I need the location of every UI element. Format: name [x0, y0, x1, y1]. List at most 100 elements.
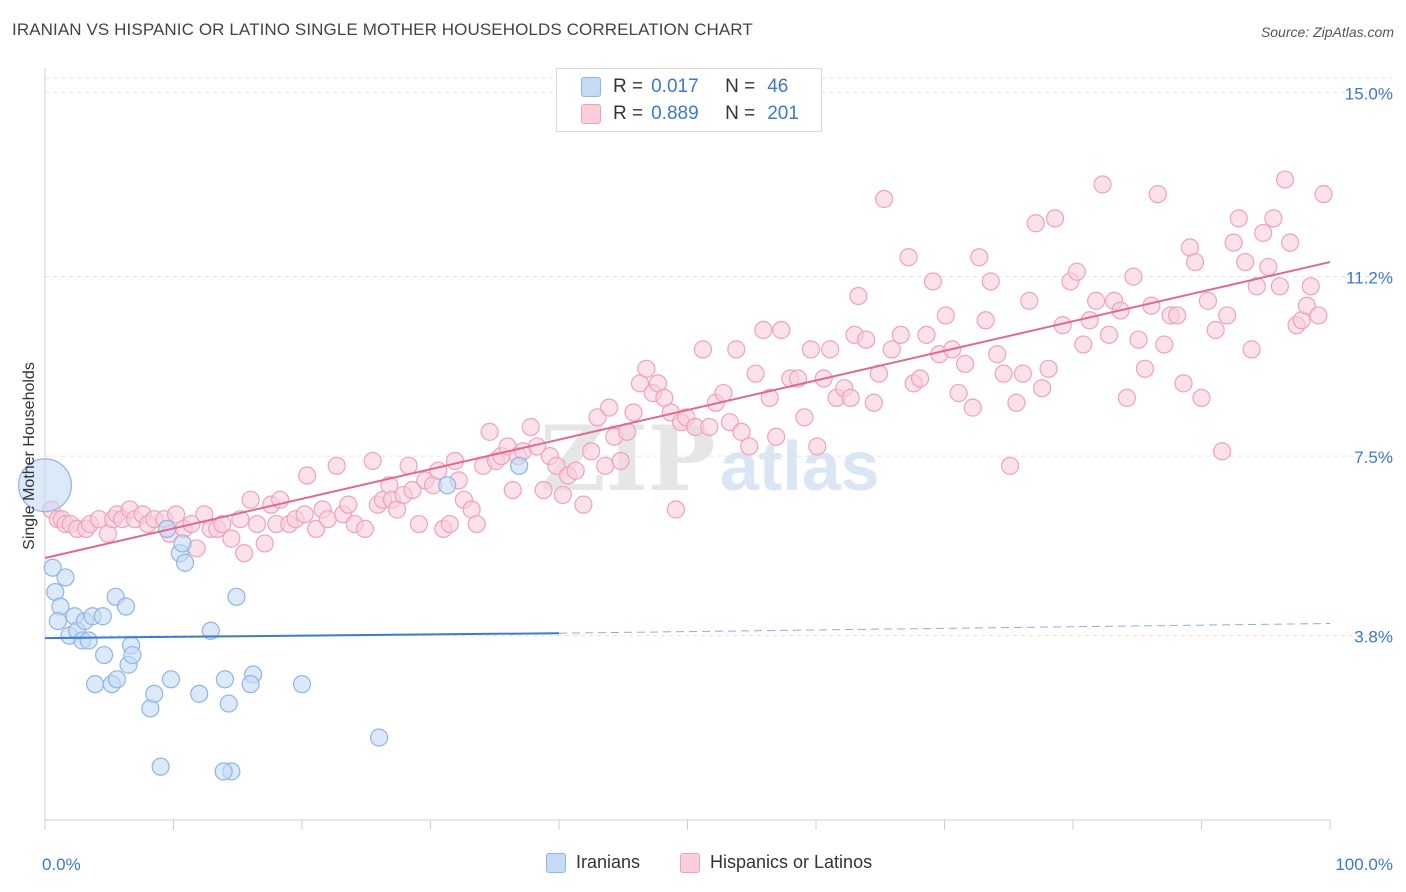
data-point: [936, 306, 955, 325]
data-point: [976, 311, 995, 330]
data-point: [307, 519, 326, 539]
data-point: [227, 587, 246, 606]
data-point: [1236, 252, 1255, 272]
data-point: [637, 359, 656, 378]
bottom-legend-iranians: Iranians: [546, 852, 640, 873]
data-point: [600, 398, 619, 417]
legend-n-label: N =: [725, 103, 756, 124]
data-point: [79, 631, 98, 650]
data-point: [1129, 330, 1148, 349]
data-point: [693, 340, 713, 359]
data-point: [955, 354, 975, 374]
data-point: [107, 670, 127, 689]
data-point: [1074, 335, 1093, 354]
data-point: [588, 408, 607, 427]
data-point: [1142, 296, 1161, 315]
data-point: [166, 505, 186, 524]
tick-labels: 3.8% 7.5% 11.2% 15.0% 0.0% 100.0%: [42, 84, 1393, 874]
data-point: [48, 611, 67, 631]
data-point: [201, 621, 220, 640]
data-point: [399, 456, 418, 475]
data-point: [1264, 209, 1283, 228]
data-point: [1297, 296, 1316, 315]
data-point: [219, 694, 238, 713]
legend-swatch-iranians: [581, 77, 601, 97]
data-point: [1007, 393, 1026, 412]
data-point: [93, 607, 112, 626]
data-point: [440, 514, 459, 534]
legend-r-value: 0.017: [651, 76, 699, 97]
bottom-legend-swatch-iranians: [546, 852, 566, 873]
stats-legend: R = 0.017 N = 46 R = 0.889 N = 201: [556, 68, 822, 132]
data-point: [596, 456, 615, 475]
legend-r-value: 0.889: [651, 103, 699, 124]
data-point: [801, 340, 820, 359]
data-point: [1080, 311, 1099, 330]
data-point: [727, 340, 746, 359]
data-point: [720, 413, 740, 432]
legend-row-hispanics: R = 0.889 N = 201: [581, 102, 799, 126]
data-point: [1045, 209, 1065, 228]
data-point: [1099, 325, 1119, 344]
data-point: [255, 534, 274, 553]
data-point: [772, 320, 791, 340]
data-point: [624, 403, 643, 422]
data-point: [1281, 233, 1300, 252]
data-point: [429, 461, 448, 480]
data-point: [480, 422, 499, 441]
data-point: [151, 757, 170, 776]
data-point: [574, 495, 593, 514]
data-point: [1198, 291, 1218, 310]
data-point: [1309, 306, 1328, 325]
data-point: [521, 417, 540, 437]
data-point: [1254, 223, 1273, 243]
data-point: [910, 369, 930, 388]
data-point: [857, 330, 876, 349]
data-point: [123, 645, 142, 665]
data-point: [1270, 277, 1289, 296]
data-point: [1174, 374, 1193, 393]
data-point: [173, 534, 192, 553]
data-point: [43, 558, 62, 577]
y-tick-label: 11.2%: [1346, 269, 1393, 288]
data-point: [86, 675, 105, 694]
data-point: [339, 495, 358, 514]
data-point: [1033, 379, 1052, 398]
legend-swatch-hispanics: [581, 104, 601, 124]
y-tick-label: 15.0%: [1345, 84, 1393, 103]
data-point: [327, 456, 346, 475]
data-point: [760, 388, 779, 408]
data-point: [732, 422, 751, 441]
x-tick-label: 0.0%: [42, 855, 81, 874]
data-point: [700, 417, 719, 437]
trend-line-extension: [558, 623, 1331, 634]
data-point: [875, 189, 894, 209]
data-point: [994, 364, 1013, 383]
data-point: [1067, 262, 1086, 281]
data-point: [503, 480, 522, 500]
data-point: [1192, 388, 1211, 408]
data-point: [363, 451, 382, 471]
data-point: [510, 456, 529, 475]
data-point: [1167, 306, 1187, 325]
data-point: [970, 248, 989, 267]
data-point: [1224, 233, 1243, 252]
data-point: [566, 461, 585, 480]
data-point: [547, 456, 566, 475]
data-point: [175, 553, 195, 572]
data-point: [611, 451, 630, 471]
data-point: [298, 466, 317, 485]
data-point: [795, 408, 814, 427]
data-points: [18, 170, 1333, 781]
data-point: [988, 345, 1007, 364]
data-point: [582, 442, 601, 461]
y-axis-label: Single Mother Households: [21, 362, 38, 550]
data-point: [1135, 359, 1155, 378]
data-point: [864, 393, 883, 412]
y-tick-label: 7.5%: [1354, 448, 1393, 467]
legend-r-label: R =: [613, 76, 644, 97]
data-point: [1247, 277, 1266, 296]
bottom-legend-label-iranians: Iranians: [576, 852, 641, 872]
data-point: [213, 514, 232, 534]
data-point: [409, 514, 429, 534]
